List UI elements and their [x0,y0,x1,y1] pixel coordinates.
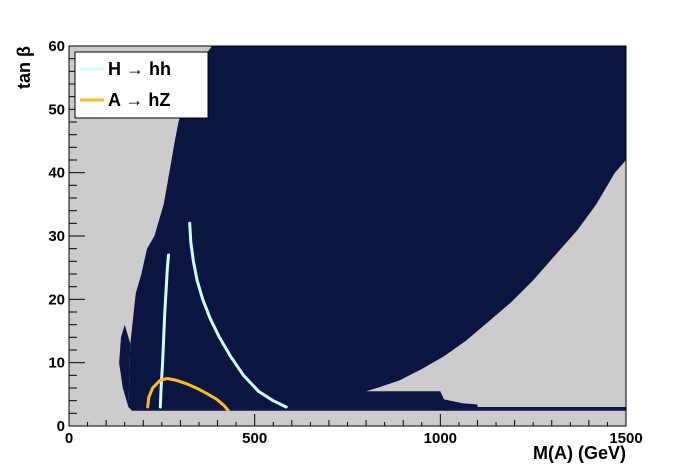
x-tick-label: 0 [65,430,73,447]
y-tick-label: 20 [48,291,65,308]
y-tick-label: 10 [48,355,65,372]
y-tick-label: 50 [48,101,65,118]
series-h-to-hh-branch-line [188,221,288,409]
curve-layer [146,221,288,412]
y-tick-label: 0 [57,418,65,435]
series-h-to-hh-line [158,253,170,409]
y-tick-label: 40 [48,165,65,182]
x-tick-label: 1500 [609,430,642,447]
legend-label-h-to-hh: H → hh [108,59,171,79]
legend-label-a-to-hz: A → hZ [108,90,170,110]
region-allowed [128,46,626,411]
x-tick-label: 1000 [424,430,457,447]
region-layer [119,46,626,411]
y-tick-label: 60 [48,38,65,55]
y-axis-title: tan β [14,46,34,89]
series-a-to-hz-line [146,377,230,412]
y-tick-label: 30 [48,228,65,245]
legend: H → hh A → hZ [74,51,209,119]
region-allowed-lower-left-edge [119,324,131,407]
x-tick-label: 500 [242,430,267,447]
tick-layer: 0 500 1000 1500 0 10 20 30 40 50 60 [48,38,642,447]
x-axis-title: M(A) (GeV) [533,443,626,463]
legend-box [74,51,209,119]
